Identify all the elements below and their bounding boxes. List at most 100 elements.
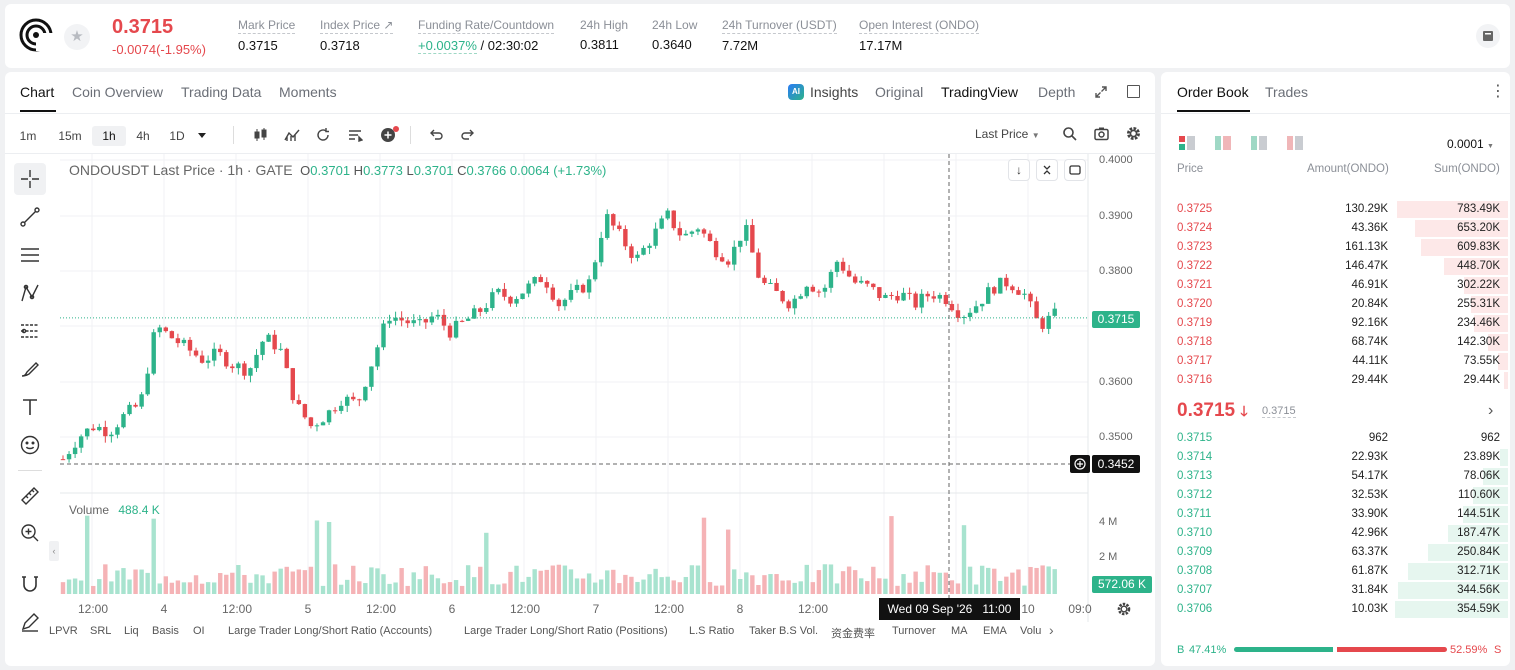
indicator-toggle[interactable]: SRL [90, 625, 112, 637]
stat-index-price[interactable]: Index Price ↗ 0.3718 [320, 18, 394, 53]
ask-row[interactable]: 0.3717 44.11K 73.55K [1170, 352, 1508, 371]
pattern-icon[interactable] [14, 277, 46, 309]
ask-row[interactable]: 0.3724 43.36K 653.20K [1170, 219, 1508, 238]
bid-row[interactable]: 0.3712 32.53K 110.60K [1170, 486, 1508, 505]
chevron-right-icon[interactable]: › [1488, 402, 1494, 419]
timeframe-1h[interactable]: 1h [92, 126, 126, 146]
tab-tradingview[interactable]: TradingView [941, 84, 1019, 100]
fibonacci-icon[interactable] [14, 315, 46, 347]
stat-open-interest[interactable]: Open Interest (ONDO) 17.17M [859, 18, 980, 53]
redo-icon[interactable] [460, 127, 476, 146]
precision-select[interactable]: 0.0001 ▼ [1447, 137, 1494, 151]
tab-chart[interactable]: Chart [20, 84, 55, 100]
mid-mark-price[interactable]: 0.3715 [1262, 405, 1296, 418]
timeframe-1m[interactable]: 1m [19, 129, 37, 143]
insights-button[interactable]: Insights [810, 84, 859, 100]
undo-icon[interactable] [428, 127, 444, 146]
stat-24h-turnover[interactable]: 24h Turnover (USDT) 7.72M [722, 18, 837, 53]
emoji-icon[interactable] [14, 429, 46, 461]
notebook-icon[interactable] [1476, 24, 1500, 48]
indicator-toggle[interactable]: MA [951, 625, 968, 637]
indicator-toggle[interactable]: Basis [152, 625, 179, 637]
brush-icon[interactable] [14, 353, 46, 385]
bid-row[interactable]: 0.3713 54.17K 78.06K [1170, 467, 1508, 486]
volume-bar [556, 564, 562, 594]
window-icon[interactable] [1127, 85, 1140, 98]
maximize-chart-icon[interactable] [1064, 159, 1086, 181]
bid-row[interactable]: 0.3708 61.87K 312.71K [1170, 562, 1508, 581]
tab-trades[interactable]: Trades [1265, 84, 1309, 100]
bid-row[interactable]: 0.3711 33.90K 144.51K [1170, 505, 1508, 524]
collapse-icon[interactable] [1036, 159, 1058, 181]
indicators-more-icon[interactable]: › [1049, 622, 1054, 638]
indicators-icon[interactable] [284, 127, 300, 146]
crosshair-icon[interactable] [14, 163, 46, 195]
bid-row[interactable]: 0.3709 63.37K 250.84K [1170, 543, 1508, 562]
collapse-toolbar-icon[interactable]: ‹ [49, 541, 59, 561]
alert-add-icon[interactable] [380, 125, 400, 146]
lock-drawings-icon[interactable] [14, 606, 46, 638]
favorite-star-icon[interactable]: ★ [64, 24, 90, 50]
ask-row[interactable]: 0.3725 130.29K 783.49K [1170, 200, 1508, 219]
indicator-toggle[interactable]: 资金费率 [831, 628, 875, 640]
candle-type-icon[interactable] [253, 127, 269, 146]
view-asks-icon[interactable] [1251, 136, 1267, 153]
indicator-toggle[interactable]: Turnover [892, 625, 936, 637]
ask-row[interactable]: 0.3722 146.47K 448.70K [1170, 257, 1508, 276]
price-type-select[interactable]: Last Price ▼ [975, 127, 1040, 141]
zoom-in-icon[interactable] [14, 517, 46, 549]
trend-line-icon[interactable] [14, 201, 46, 233]
timeframe-15m[interactable]: 15m [58, 129, 82, 143]
ask-row[interactable]: 0.3720 20.84K 255.31K [1170, 295, 1508, 314]
magnet-icon[interactable] [14, 568, 46, 600]
tab-order-book[interactable]: Order Book [1177, 84, 1249, 100]
camera-icon[interactable] [1094, 126, 1109, 144]
timeframe-4h[interactable]: 4h [136, 129, 150, 143]
scroll-down-icon[interactable]: ↓ [1008, 159, 1030, 181]
ask-row[interactable]: 0.3719 92.16K 234.46K [1170, 314, 1508, 333]
stat-funding-rate[interactable]: Funding Rate/Countdown +0.0037% / 02:30:… [418, 18, 555, 54]
axis-settings-icon[interactable] [1117, 602, 1131, 619]
tab-moments[interactable]: Moments [279, 84, 337, 100]
timeframe-dropdown-icon[interactable] [198, 133, 206, 138]
stat-mark-price[interactable]: Mark Price 0.3715 [238, 18, 296, 53]
indicator-toggle[interactable]: Taker B.S Vol. [749, 625, 819, 637]
ask-row[interactable]: 0.3716 29.44K 29.44K [1170, 371, 1508, 390]
indicator-toggle[interactable]: OI [193, 625, 205, 637]
view-bids-icon[interactable] [1215, 136, 1231, 153]
volume-bar [695, 565, 701, 594]
add-alert-plus-icon[interactable] [1070, 455, 1090, 473]
view-asks-only-icon[interactable] [1287, 136, 1303, 153]
indicator-toggle[interactable]: EMA [983, 625, 1007, 637]
ask-row[interactable]: 0.3718 68.74K 142.30K [1170, 333, 1508, 352]
timeframe-1d[interactable]: 1D [169, 129, 185, 143]
tab-trading-data[interactable]: Trading Data [181, 84, 262, 100]
bid-row[interactable]: 0.3706 10.03K 354.59K [1170, 600, 1508, 619]
ask-row[interactable]: 0.3721 46.91K 302.22K [1170, 276, 1508, 295]
bid-row[interactable]: 0.3715 962 962 [1170, 429, 1508, 448]
search-icon[interactable] [1062, 126, 1077, 144]
more-options-icon[interactable]: ⋮ [1490, 83, 1506, 100]
text-tool-icon[interactable] [14, 391, 46, 423]
templates-icon[interactable] [347, 127, 364, 146]
indicator-toggle[interactable]: Liq [124, 625, 139, 637]
indicator-toggle[interactable]: Volu [1020, 625, 1042, 637]
candlestick-chart[interactable] [60, 154, 1154, 622]
horizontal-lines-icon[interactable] [14, 239, 46, 271]
expand-icon[interactable] [1094, 85, 1108, 102]
bid-row[interactable]: 0.3714 22.93K 23.89K [1170, 448, 1508, 467]
replay-icon[interactable] [315, 127, 331, 146]
settings-gear-icon[interactable] [1126, 126, 1141, 144]
bid-row[interactable]: 0.3707 31.84K 344.56K [1170, 581, 1508, 600]
ruler-icon[interactable] [14, 480, 46, 512]
tab-original[interactable]: Original [875, 84, 924, 100]
view-both-icon[interactable] [1179, 136, 1195, 153]
bid-row[interactable]: 0.3710 42.96K 187.47K [1170, 524, 1508, 543]
indicator-toggle[interactable]: Large Trader Long/Short Ratio (Positions… [464, 625, 668, 637]
indicator-toggle[interactable]: Large Trader Long/Short Ratio (Accounts) [228, 625, 433, 637]
tab-depth[interactable]: Depth [1038, 84, 1076, 100]
indicator-toggle[interactable]: L.S Ratio [689, 625, 735, 637]
tab-coin-overview[interactable]: Coin Overview [72, 84, 164, 100]
indicator-toggle[interactable]: LPVR [49, 625, 78, 637]
ask-row[interactable]: 0.3723 161.13K 609.83K [1170, 238, 1508, 257]
